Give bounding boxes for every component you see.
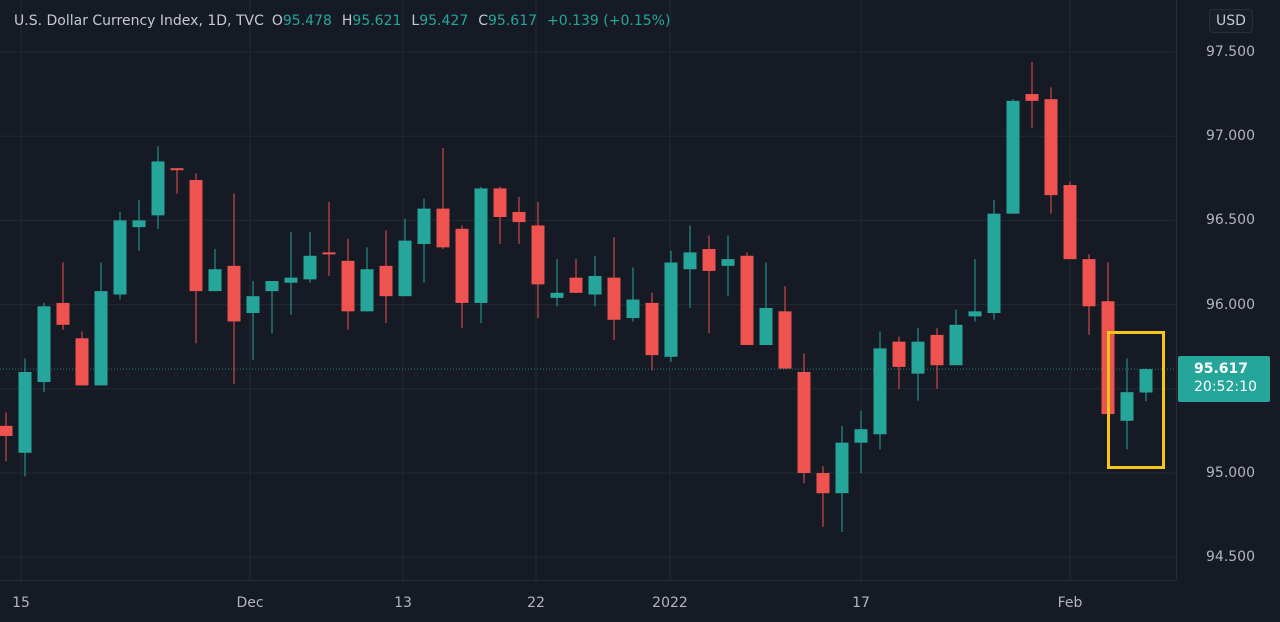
bar-countdown: 20:52:10 [1194,379,1257,395]
candle[interactable] [626,267,640,322]
candle[interactable] [683,225,697,308]
currency-button[interactable]: USD [1209,9,1253,33]
candle[interactable] [835,425,849,532]
change-value: +0.139 (+0.15%) [547,13,671,29]
price-tick: 96.500 [1206,212,1255,228]
candle[interactable] [37,302,51,393]
low-value: 95.427 [419,13,469,29]
candle[interactable] [550,259,564,307]
time-tick: 17 [852,595,870,611]
candle[interactable] [531,201,545,319]
candle[interactable] [474,186,488,324]
candle[interactable] [284,232,298,315]
candle[interactable] [911,328,925,401]
candle[interactable] [0,412,13,462]
candle[interactable] [930,328,944,389]
chart-pane[interactable]: U.S. Dollar Currency Index, 1D, TVC O 95… [0,0,1175,580]
time-axis[interactable]: 15 Dec 13 22 2022 17 Feb [0,580,1176,622]
candle[interactable] [854,410,868,473]
candle[interactable] [208,249,222,292]
candle[interactable] [303,232,317,283]
candle[interactable] [227,193,241,384]
candle[interactable] [1025,62,1039,128]
price-tick: 97.000 [1206,128,1255,144]
candle[interactable] [778,286,792,369]
candle[interactable] [417,198,431,283]
candle[interactable] [759,262,773,346]
close-label: C [478,13,489,29]
price-tick: 95.000 [1206,465,1255,481]
open-label: O [271,13,283,29]
candle[interactable] [455,225,469,329]
time-tick: 22 [527,595,545,611]
candle[interactable] [968,259,982,322]
candle[interactable] [436,147,450,250]
candle[interactable] [892,336,906,389]
candle[interactable] [816,466,830,527]
symbol-title[interactable]: U.S. Dollar Currency Index, 1D, TVC [14,13,264,29]
candle[interactable] [1139,368,1153,402]
candle[interactable] [189,173,203,344]
candle[interactable] [94,262,108,386]
candle[interactable] [512,196,526,244]
candle[interactable] [721,235,735,297]
time-tick: Feb [1057,595,1083,611]
time-tick: 2022 [652,595,688,611]
candlestick-plot[interactable] [0,0,1175,580]
candle[interactable] [151,146,165,229]
candle[interactable] [588,255,602,307]
candle[interactable] [987,200,1001,320]
open-value: 95.478 [282,13,332,29]
candle[interactable] [664,250,678,362]
candle[interactable] [607,237,621,340]
candle[interactable] [132,200,146,251]
time-tick: 13 [394,595,412,611]
candle[interactable] [1044,87,1058,214]
price-tick: 94.500 [1206,549,1255,565]
candle[interactable] [797,353,811,484]
candle[interactable] [1063,181,1077,260]
candle[interactable] [75,331,89,386]
candle[interactable] [493,186,507,244]
time-tick: 15 [12,595,30,611]
price-axis[interactable]: USD 97.500 97.000 96.500 96.000 95.000 9… [1176,0,1280,580]
candle[interactable] [740,252,754,346]
last-price-label: 95.617 20:52:10 [1178,356,1270,402]
time-tick: Dec [236,595,264,611]
candle[interactable] [1006,99,1020,214]
candle[interactable] [873,331,887,450]
candle[interactable] [645,292,659,371]
candle[interactable] [398,218,412,297]
candle[interactable] [265,281,279,334]
candle[interactable] [170,168,184,194]
price-tick: 96.000 [1206,297,1255,313]
candle[interactable] [949,309,963,366]
candle[interactable] [379,230,393,324]
candle[interactable] [246,281,260,361]
high-value: 95.621 [352,13,402,29]
price-tick: 97.500 [1206,44,1255,60]
candle[interactable] [18,358,32,477]
candle[interactable] [56,262,70,330]
candle[interactable] [322,201,336,276]
highlight-box [1107,331,1165,469]
last-price-value: 95.617 [1194,361,1249,377]
close-value: 95.617 [488,13,538,29]
candle[interactable] [113,211,127,300]
low-label: L [411,13,420,29]
candle[interactable] [360,247,374,312]
candle[interactable] [1082,254,1096,335]
symbol-legend: U.S. Dollar Currency Index, 1D, TVC O 95… [14,13,670,29]
candle[interactable] [702,235,716,334]
high-label: H [341,13,353,29]
candle[interactable] [1120,358,1134,450]
candle[interactable] [341,238,355,330]
candle[interactable] [569,259,583,293]
